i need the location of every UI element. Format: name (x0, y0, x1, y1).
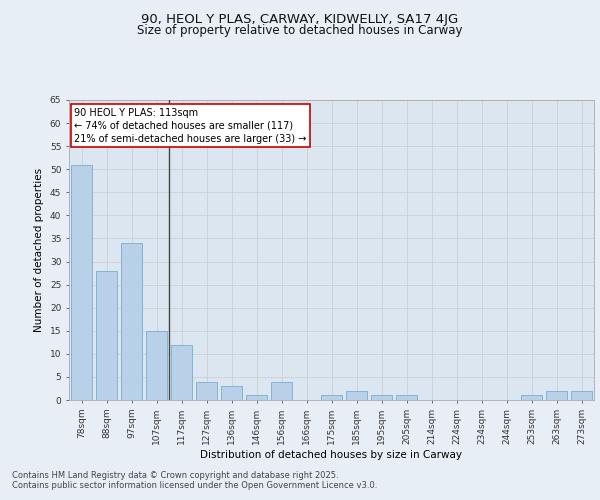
Bar (121, 243, 142, 400)
Bar (321, 396, 342, 400)
Bar (571, 391, 592, 400)
Bar (396, 396, 417, 400)
Text: 90, HEOL Y PLAS, CARWAY, KIDWELLY, SA17 4JG: 90, HEOL Y PLAS, CARWAY, KIDWELLY, SA17 … (142, 12, 458, 26)
Bar (71, 164, 92, 400)
Bar (221, 386, 242, 400)
Bar (546, 391, 567, 400)
Bar (196, 382, 217, 400)
Y-axis label: Number of detached properties: Number of detached properties (34, 168, 44, 332)
Bar (371, 396, 392, 400)
Bar (96, 271, 117, 400)
Bar (346, 391, 367, 400)
Bar (246, 396, 267, 400)
X-axis label: Distribution of detached houses by size in Carway: Distribution of detached houses by size … (200, 450, 463, 460)
Bar (271, 382, 292, 400)
Text: Size of property relative to detached houses in Carway: Size of property relative to detached ho… (137, 24, 463, 37)
Bar (146, 331, 167, 400)
Bar (521, 396, 542, 400)
Text: 90 HEOL Y PLAS: 113sqm
← 74% of detached houses are smaller (117)
21% of semi-de: 90 HEOL Y PLAS: 113sqm ← 74% of detached… (74, 108, 307, 144)
Bar (171, 344, 192, 400)
Text: Contains HM Land Registry data © Crown copyright and database right 2025.
Contai: Contains HM Land Registry data © Crown c… (12, 470, 377, 490)
